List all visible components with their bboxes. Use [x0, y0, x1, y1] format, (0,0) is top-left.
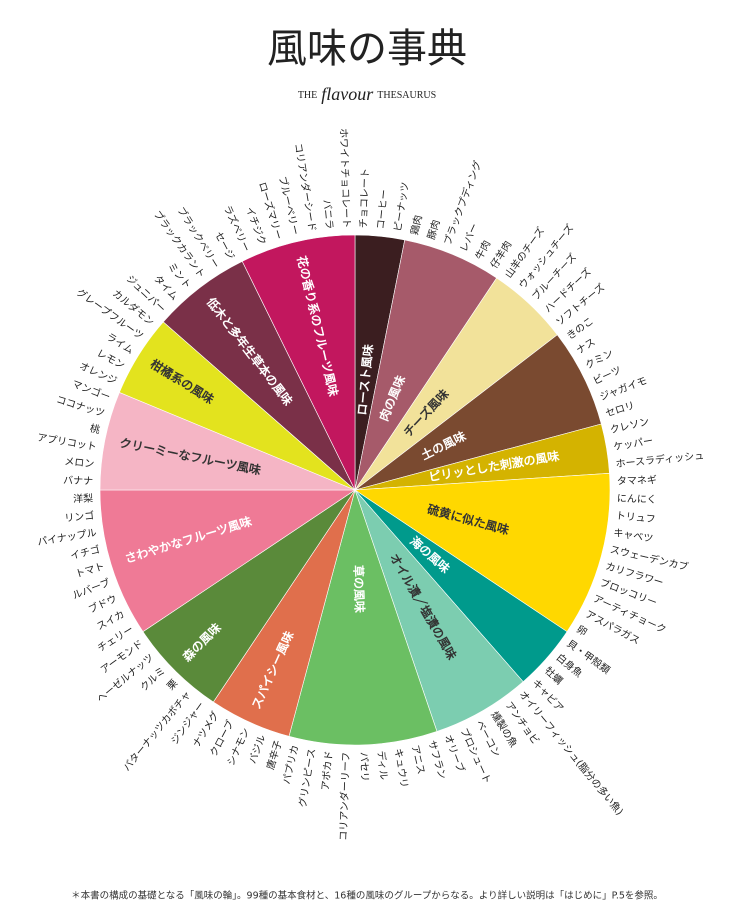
ingredient-label: オイリーフィッシュ(脂分の多い魚) [517, 688, 627, 818]
ingredient-label: 牛肉 [472, 238, 493, 262]
ingredient-label: セロリ [604, 399, 636, 419]
ingredient-label: ディル [375, 750, 391, 780]
ingredient-label: チョコレート [358, 168, 372, 228]
ingredient-label: パプリカ [281, 744, 302, 786]
subtitle: THE flavour THESAURUS [298, 84, 436, 104]
subtitle-em: flavour [321, 84, 374, 104]
flavour-segment [354, 473, 611, 633]
ingredient-label: 豚肉 [424, 218, 442, 241]
ingredient-label: ブラックプディング [441, 159, 485, 247]
ingredient-label: ホースラディッシュ [615, 449, 705, 471]
ingredient-label: ナス [574, 336, 597, 357]
ingredient-label: キャベツ [613, 527, 654, 545]
ingredient-label: リンゴ [64, 509, 95, 525]
group-name: ロースト風味 [354, 343, 376, 416]
flavour-segment [288, 488, 438, 746]
ingredient-label: パセリ [358, 752, 371, 782]
group-name: 草の風味 [351, 565, 368, 613]
ingredient-label: アボカド [319, 750, 335, 791]
footnote: ＊本書の構成の基礎となる「風味の輪」。99種の基本食材と、16種の風味のグループ… [71, 890, 663, 902]
ingredient-label: にんにく [617, 493, 657, 506]
ingredient-label: バジル [247, 733, 269, 765]
ingredient-label: コリアンダーリーフ [337, 752, 353, 841]
ingredient-label: ホワイトチョコレート [337, 128, 352, 228]
subtitle-post: THESAURUS [377, 90, 436, 101]
title: 風味の事典 [267, 26, 467, 72]
ingredient-label: コーヒー [375, 189, 391, 230]
ingredient-label: ピーナッツ [392, 181, 412, 232]
ingredient-label: グリンピース [296, 747, 319, 808]
ingredient-label: 桃 [89, 421, 102, 436]
ingredient-label: タマネギ [617, 474, 657, 487]
ingredient-label: 卵 [574, 623, 589, 638]
subtitle-pre: THE [298, 90, 317, 101]
ingredient-label: 洋梨 [73, 492, 93, 506]
ingredient-label: 栗 [165, 677, 181, 693]
ingredient-label: クレソン [609, 416, 651, 437]
ingredient-label: 唐辛子 [264, 739, 285, 771]
ingredient-label: キュウリ [392, 748, 410, 789]
ingredient-label: バニラ [320, 199, 335, 230]
ingredient-label: トリュフ [615, 511, 656, 526]
ingredient-label: メロン [64, 456, 95, 470]
ingredient-label: トマト [74, 561, 106, 580]
flavour-segment [99, 489, 356, 633]
flavour-segment [241, 234, 356, 491]
ingredient-label: ケッパー [613, 435, 654, 453]
ingredient-label: アニス [409, 744, 426, 776]
ingredient-label: アプリコット [36, 432, 97, 454]
ingredient-label: 鶏肉 [408, 214, 425, 236]
ingredient-label: イチゴ [69, 543, 101, 562]
ingredient-label: バナナ [63, 474, 93, 487]
ingredient-label: パイナップル [37, 527, 98, 549]
